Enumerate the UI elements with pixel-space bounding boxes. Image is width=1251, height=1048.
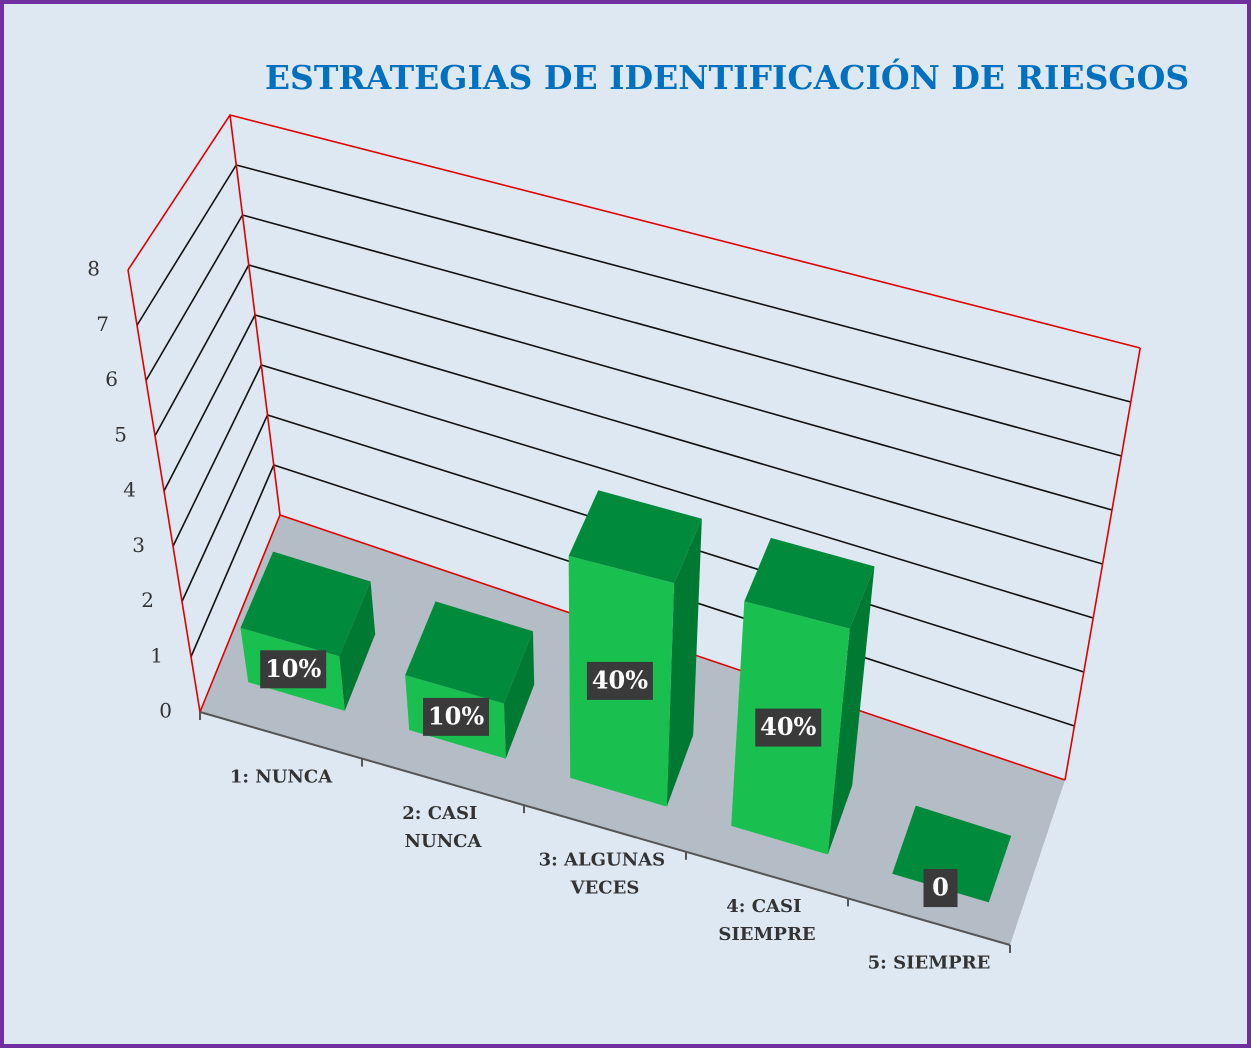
bar-side: [666, 518, 702, 807]
y-tick-label: 0: [159, 699, 172, 723]
y-tick-label: 8: [87, 257, 100, 281]
y-tick-label: 5: [114, 422, 127, 446]
wall-edge: [1064, 347, 1141, 781]
y-tick-label: 6: [105, 367, 118, 391]
grid-line: [145, 214, 1122, 457]
value-label: 40%: [592, 665, 648, 694]
bar-top: [405, 601, 533, 704]
y-tick-label: 4: [123, 478, 136, 502]
bar-top: [744, 537, 875, 629]
bar-side: [827, 566, 875, 855]
grid-line: [136, 164, 1132, 403]
y-tick-label: 2: [141, 588, 154, 612]
bar-side: [339, 581, 376, 711]
x-tick-label: 2: CASI NUNCA: [402, 803, 483, 852]
bar: [892, 805, 1012, 903]
bar: [568, 490, 702, 807]
value-label: 10%: [265, 654, 321, 683]
bar-top: [568, 490, 702, 584]
grid-line: [127, 114, 1141, 349]
value-label-box: [260, 650, 327, 689]
value-label-box: [586, 661, 653, 700]
y-tick-label: 1: [150, 643, 163, 667]
value-label: 40%: [760, 712, 816, 741]
x-tick-label: 5: SIEMPRE: [868, 953, 991, 974]
value-label-box: [423, 697, 490, 736]
x-tick-label: 3: ALGUNAS VECES: [539, 850, 672, 899]
bar-top: [240, 551, 371, 657]
x-tick-label: 4: CASI SIEMPRE: [718, 896, 815, 945]
bar-side: [503, 631, 535, 759]
value-label-box: [923, 869, 958, 908]
y-tick-label: 7: [96, 312, 109, 336]
x-tick-label: 1: NUNCA: [230, 766, 333, 787]
value-label-box: [755, 708, 822, 747]
value-label: 10%: [428, 701, 484, 730]
x-axis: [199, 711, 1011, 946]
chart-title: ESTRATEGIAS DE IDENTIFICACIÓN DE RIESGOS: [265, 57, 1189, 97]
y-tick-label: 3: [132, 533, 145, 557]
wall-edge: [229, 114, 281, 516]
value-label: 0: [932, 873, 949, 902]
wall-edge: [127, 269, 201, 713]
bar-top: [892, 805, 1012, 903]
